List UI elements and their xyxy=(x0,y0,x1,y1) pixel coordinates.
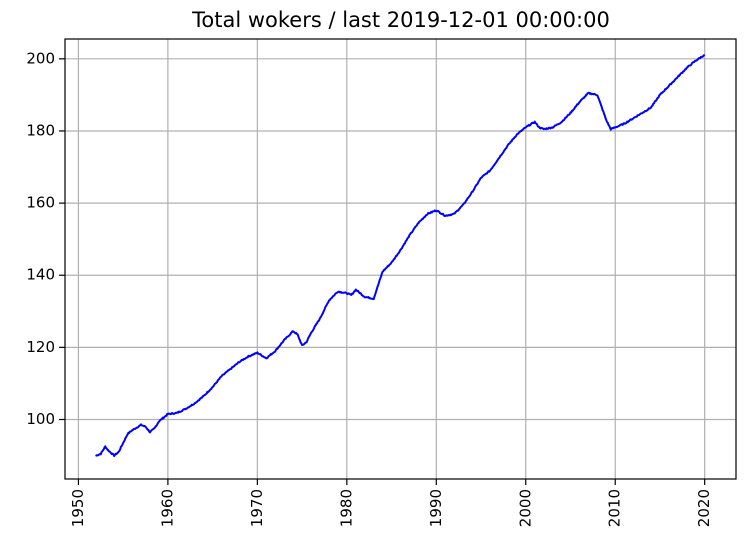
y-tick-label: 140 xyxy=(26,266,55,284)
x-tick-label: 2010 xyxy=(606,489,624,527)
x-tick-label: 2020 xyxy=(695,489,713,527)
series-layer xyxy=(95,54,705,458)
axes: 1950 1960 1970 1980 1990 2000 2010 2020 100 120 14… xyxy=(26,38,737,527)
y-tick-label: 180 xyxy=(26,121,55,139)
x-tick-label: 1950 xyxy=(69,489,87,527)
x-tick-label: 1980 xyxy=(337,489,355,527)
chart-title: Total wokers / last 2019-12-01 00:00:00 xyxy=(191,8,610,32)
x-tick-label: 2000 xyxy=(516,489,534,527)
y-tick-label: 200 xyxy=(26,49,55,67)
y-tick-label: 100 xyxy=(26,410,55,428)
y-tick-label: 160 xyxy=(26,194,55,212)
grid-lines xyxy=(65,39,736,479)
y-tick-label: 120 xyxy=(26,338,55,356)
series-line xyxy=(95,54,705,458)
plot-frame xyxy=(64,38,737,480)
x-tick-label: 1960 xyxy=(158,489,176,527)
x-tick-label: 1970 xyxy=(248,489,266,527)
x-tick-label: 1990 xyxy=(427,489,445,527)
